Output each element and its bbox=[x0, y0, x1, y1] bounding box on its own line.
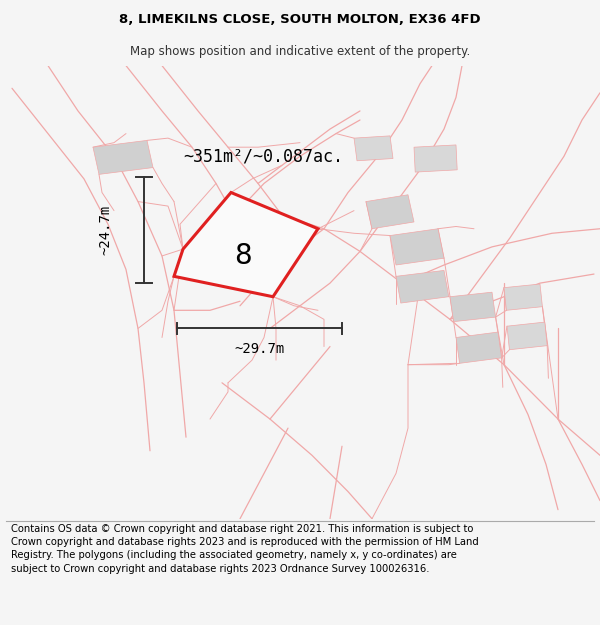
Text: ~29.7m: ~29.7m bbox=[235, 342, 284, 356]
Text: ~351m²/~0.087ac.: ~351m²/~0.087ac. bbox=[183, 148, 343, 165]
Polygon shape bbox=[366, 195, 414, 229]
Text: 8, LIMEKILNS CLOSE, SOUTH MOLTON, EX36 4FD: 8, LIMEKILNS CLOSE, SOUTH MOLTON, EX36 4… bbox=[119, 13, 481, 26]
Polygon shape bbox=[390, 229, 444, 265]
Polygon shape bbox=[450, 292, 496, 322]
Polygon shape bbox=[354, 136, 393, 161]
Text: 8: 8 bbox=[234, 242, 252, 270]
Polygon shape bbox=[456, 332, 502, 363]
Polygon shape bbox=[174, 192, 318, 297]
Text: Contains OS data © Crown copyright and database right 2021. This information is : Contains OS data © Crown copyright and d… bbox=[11, 524, 479, 574]
Polygon shape bbox=[507, 322, 547, 350]
Polygon shape bbox=[93, 141, 153, 174]
Text: Map shows position and indicative extent of the property.: Map shows position and indicative extent… bbox=[130, 45, 470, 58]
Polygon shape bbox=[414, 145, 457, 172]
Text: ~24.7m: ~24.7m bbox=[98, 205, 112, 255]
Polygon shape bbox=[504, 284, 542, 310]
Polygon shape bbox=[396, 271, 449, 303]
